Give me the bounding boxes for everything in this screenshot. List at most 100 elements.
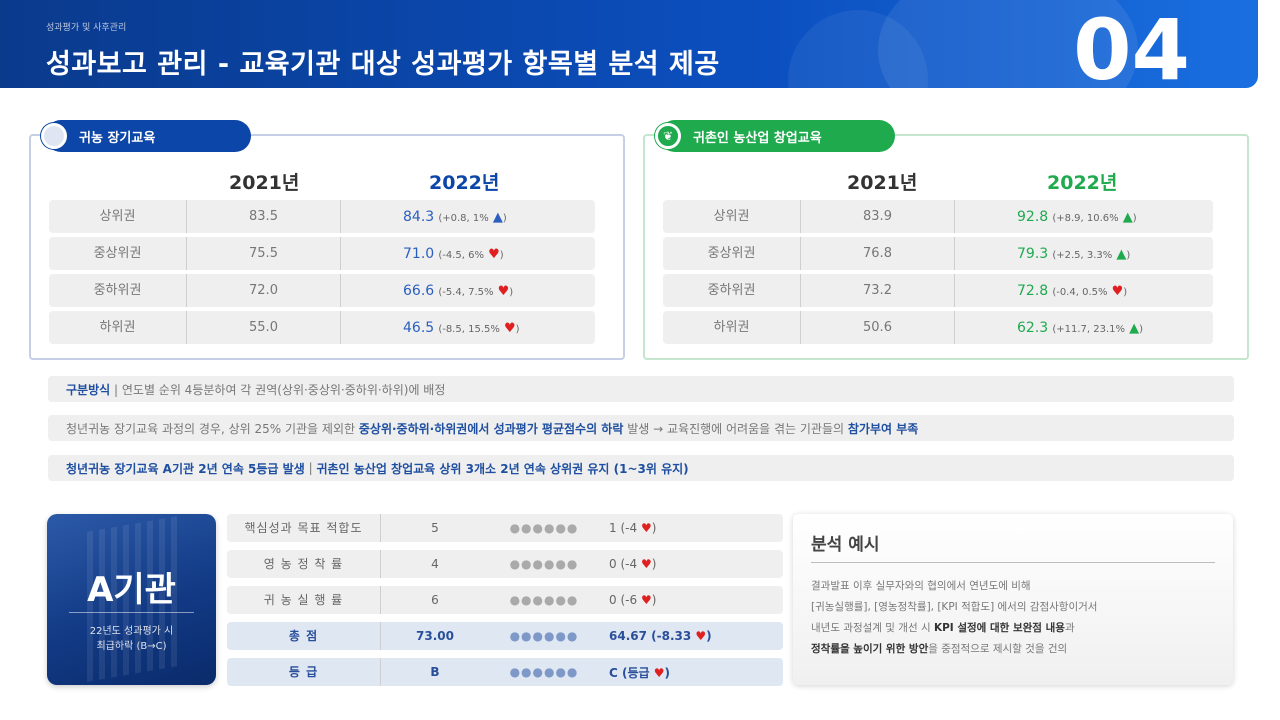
page-header: 성과평가 및 사후관리 성과보고 관리 - 교육기관 대상 성과평가 항목별 분… <box>0 0 1258 88</box>
institution-desc: 22년도 성과평가 시 최급하락 (B→C) <box>57 624 206 654</box>
rank-label: 하위권 <box>663 311 801 344</box>
delta-text: (+11.7, 23.1% <box>1052 323 1125 335</box>
program-label: ❦ 귀촌인 농산업 창업교육 <box>655 120 895 152</box>
program-label: 귀농 장기교육 <box>41 120 251 152</box>
curr-score: 46.5 <box>403 319 435 336</box>
metric-name: 핵심성과 목표 적합도 <box>227 514 381 542</box>
analysis-body: 결과발표 이후 실무자와의 협의에서 연년도에 비해 [귀농실행률], [영농정… <box>811 576 1213 660</box>
prev-score: 73.2 <box>801 274 955 307</box>
rank-label: 중하위권 <box>49 274 187 307</box>
metric-result: 0 (-6 ♥) <box>609 593 657 607</box>
dots-icon: ●●●●●● <box>509 665 579 679</box>
curr-score: 71.0 <box>403 245 435 262</box>
table-row-grade: 등 급 B ●●●●●● C (등급 ♥) <box>227 658 783 686</box>
heart-down-icon: ♥ <box>695 629 707 643</box>
analysis-title: 분석 예시 <box>811 535 880 555</box>
metric-name: 귀 농 실 행 률 <box>227 586 381 614</box>
note-bar-method: 구분방식 | 연도별 순위 4등분하여 각 권역(상위·중상위·중하위·하위)에… <box>48 376 1234 402</box>
note-text: 청년귀농 장기교육 과정의 경우, 상위 25% 기관을 제외한 <box>66 421 356 436</box>
section-number: 04 <box>1073 1 1190 88</box>
program-label-text: 귀촌인 농산업 창업교육 <box>693 130 822 146</box>
table-row: 하위권 50.6 62.3 (+11.7, 23.1% ▲) <box>663 311 1213 344</box>
prev-score: 83.9 <box>801 200 955 233</box>
note-text: 발생 → 교육진행에 어려움을 겪는 기관들의 <box>627 421 845 436</box>
table-row: 중상위권 75.5 71.0 (-4.5, 6% ♥) <box>49 237 595 270</box>
year-curr-header: 2022년 <box>429 172 500 194</box>
note-bar-finding: 청년귀농 장기교육 과정의 경우, 상위 25% 기관을 제외한 중상위·중하위… <box>48 415 1234 441</box>
dots-icon: ●●●●●● <box>509 521 579 535</box>
note-highlight: 귀촌인 농산업 창업교육 상위 3개소 2년 연속 상위권 유지 (1~3위 유… <box>316 461 689 476</box>
page-title: 성과보고 관리 - 교육기관 대상 성과평가 항목별 분석 제공 <box>46 49 720 80</box>
heart-down-icon: ♥ <box>1111 283 1124 299</box>
prev-score: 50.6 <box>801 311 955 344</box>
analysis-line: 결과발표 이후 실무자와의 협의에서 연년도에 비해 <box>811 580 1031 592</box>
metrics-table: 핵심성과 목표 적합도 5 ●●●●●● 1 (-4 ♥) 영 농 정 착 률 … <box>227 514 783 694</box>
rank-label: 상위권 <box>663 200 801 233</box>
rank-label: 중상위권 <box>663 237 801 270</box>
rank-label: 중하위권 <box>663 274 801 307</box>
note-keyword: 구분방식 <box>66 382 111 397</box>
year-curr-header: 2022년 <box>1047 172 1118 194</box>
table-row-total: 총 점 73.00 ●●●●●● 64.67 (-8.33 ♥) <box>227 622 783 650</box>
header-subtitle: 성과평가 및 사후관리 <box>46 23 127 33</box>
table-row: 귀 농 실 행 률 6 ●●●●●● 0 (-6 ♥) <box>227 586 783 614</box>
delta-text: (-4.5, 6% <box>438 249 484 261</box>
rank-label: 중상위권 <box>49 237 187 270</box>
note-highlight: 참가부여 부족 <box>847 421 919 436</box>
dots-icon: ●●●●●● <box>509 593 579 607</box>
analysis-line: 내년도 과정설계 및 개선 시 KPI 설정에 대한 보완점 내용과 <box>811 622 1075 634</box>
note-bar-summary: 청년귀농 장기교육 A기관 2년 연속 5등급 발생 | 귀촌인 농산업 창업교… <box>48 455 1234 481</box>
prev-score: 83.5 <box>187 200 341 233</box>
institution-name: A기관 <box>87 570 176 610</box>
header-decoration <box>878 0 1138 88</box>
institution-card: A기관 22년도 성과평가 시 최급하락 (B→C) <box>47 514 216 685</box>
up-arrow-icon: ▲ <box>1122 209 1133 225</box>
metric-result: C (등급 ♥) <box>609 665 670 680</box>
heart-down-icon: ♥ <box>640 557 652 571</box>
desc-line: 최급하락 (B→C) <box>96 641 167 652</box>
table-row: 상위권 83.5 84.3 (+0.8, 1% ▲) <box>49 200 595 233</box>
metric-result: 0 (-4 ♥) <box>609 557 657 571</box>
curr-score: 62.3 <box>1017 319 1049 336</box>
delta-text: (+2.5, 3.3% <box>1052 249 1113 261</box>
note-separator: | <box>308 461 313 475</box>
year-prev-header: 2021년 <box>847 172 918 194</box>
table-row: 하위권 55.0 46.5 (-8.5, 15.5% ♥) <box>49 311 595 344</box>
heart-down-icon: ♥ <box>653 665 665 680</box>
year-prev-header: 2021년 <box>229 172 300 194</box>
metric-name: 영 농 정 착 률 <box>227 550 381 578</box>
desc-line: 22년도 성과평가 시 <box>89 626 174 637</box>
prev-score: 75.5 <box>187 237 341 270</box>
program-panel-left: 귀농 장기교육 2021년 2022년 상위권 83.5 84.3 (+0.8,… <box>29 120 625 360</box>
analysis-line: [귀농실행률], [영농정착률], [KPI 적합도] 에서의 감점사항이거서 <box>811 601 1098 613</box>
divider <box>811 562 1215 563</box>
program-panel-right: ❦ 귀촌인 농산업 창업교육 2021년 2022년 상위권 83.9 92.8… <box>643 120 1249 360</box>
analysis-box: 분석 예시 결과발표 이후 실무자와의 협의에서 연년도에 비해 [귀농실행률]… <box>793 514 1233 685</box>
divider <box>69 612 194 613</box>
prev-score: 76.8 <box>801 237 955 270</box>
up-arrow-icon: ▲ <box>1129 320 1140 336</box>
note-text: | 연도별 순위 4등분하여 각 권역(상위·중상위·중하위·하위)에 배정 <box>114 382 446 397</box>
circle-icon <box>41 123 67 149</box>
delta-text: (-0.4, 0.5% <box>1052 286 1108 298</box>
heart-down-icon: ♥ <box>497 283 510 299</box>
metric-prev: 5 <box>431 521 439 535</box>
prev-score: 55.0 <box>187 311 341 344</box>
program-label-text: 귀농 장기교육 <box>79 130 156 146</box>
metric-prev: B <box>430 665 440 679</box>
up-arrow-icon: ▲ <box>492 209 503 225</box>
curr-score: 92.8 <box>1017 208 1049 225</box>
note-highlight: 청년귀농 장기교육 A기관 2년 연속 5등급 발생 <box>66 461 305 476</box>
curr-score: 72.8 <box>1017 282 1049 299</box>
delta-text: (-8.5, 15.5% <box>438 323 500 335</box>
dots-icon: ●●●●●● <box>509 629 579 643</box>
leaf-icon: ❦ <box>655 123 681 149</box>
prev-score: 72.0 <box>187 274 341 307</box>
table-row: 중하위권 73.2 72.8 (-0.4, 0.5% ♥) <box>663 274 1213 307</box>
metric-prev: 6 <box>431 593 439 607</box>
table-row: 중하위권 72.0 66.6 (-5.4, 7.5% ♥) <box>49 274 595 307</box>
table-row: 상위권 83.9 92.8 (+8.9, 10.6% ▲) <box>663 200 1213 233</box>
delta-text: (-5.4, 7.5% <box>438 286 494 298</box>
metric-result: 1 (-4 ♥) <box>609 521 657 535</box>
analysis-line: 정착률을 높이기 위한 방안을 중점적으로 제시할 것을 건의 <box>811 643 1068 655</box>
